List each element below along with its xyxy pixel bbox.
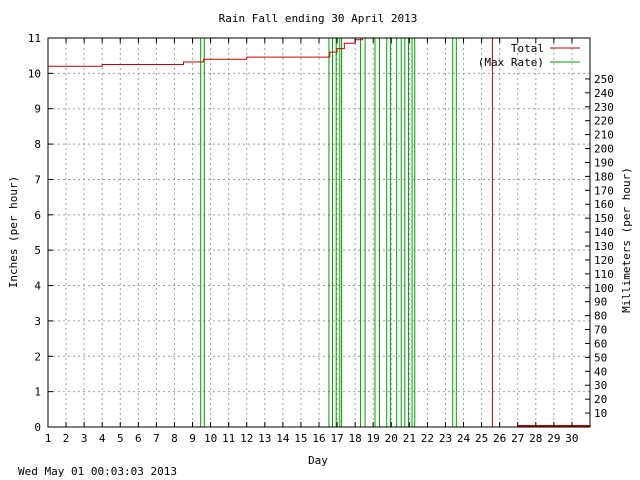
x-tick-label: 23 — [439, 432, 452, 445]
y-tick-label: 1 — [34, 386, 41, 399]
x-tick-label: 1 — [45, 432, 52, 445]
y2-tick-label: 150 — [594, 212, 614, 225]
x-axis-label: Day — [308, 454, 328, 467]
x-tick-label: 12 — [240, 432, 253, 445]
grid — [48, 38, 590, 427]
y2-axis-label: Millimeters (per hour) — [620, 167, 633, 313]
y2-tick-label: 250 — [594, 73, 614, 86]
x-tick-label: 14 — [276, 432, 290, 445]
y2-tick-label: 80 — [594, 310, 607, 323]
y-axis-label: Inches (per hour) — [7, 176, 20, 289]
x-tick-label: 30 — [565, 432, 578, 445]
legend-label-total: Total — [511, 42, 544, 55]
y-tick-label: 9 — [34, 103, 41, 116]
x-tick-label: 3 — [81, 432, 88, 445]
x-tick-label: 9 — [189, 432, 196, 445]
y-tick-label: 11 — [28, 32, 41, 45]
y-tick-label: 8 — [34, 138, 41, 151]
total-line — [48, 37, 590, 428]
plot-background — [48, 38, 590, 427]
series-layer — [48, 37, 590, 428]
x-tick-label: 19 — [367, 432, 380, 445]
legend: Total (Max Rate) — [478, 42, 580, 69]
x-tick-label: 24 — [457, 432, 471, 445]
y-tick-label: 7 — [34, 173, 41, 186]
x-tick-label: 15 — [294, 432, 307, 445]
x-tick-label: 13 — [258, 432, 271, 445]
y2-tick-label: 30 — [594, 379, 607, 392]
x-tick-label: 2 — [63, 432, 70, 445]
x-tick-label: 5 — [117, 432, 124, 445]
y2-tick-label: 20 — [594, 393, 607, 406]
y-tick-label: 0 — [34, 421, 41, 434]
legend-label-max-rate: (Max Rate) — [478, 56, 544, 69]
y2-tick-label: 240 — [594, 87, 614, 100]
y-tick-label: 10 — [28, 67, 41, 80]
y-tick-label: 6 — [34, 209, 41, 222]
x-tick-label: 17 — [330, 432, 343, 445]
x-tick-label: 6 — [135, 432, 142, 445]
y2-tick-label: 70 — [594, 324, 607, 337]
y2-tick-label: 180 — [594, 170, 614, 183]
x-tick-label: 8 — [171, 432, 178, 445]
timestamp-footer: Wed May 01 00:03:03 2013 — [18, 465, 177, 478]
x-tick-label: 18 — [349, 432, 362, 445]
x-tick-label: 20 — [385, 432, 398, 445]
y-tick-label: 4 — [34, 280, 41, 293]
y2-tick-label: 50 — [594, 351, 607, 364]
y2-tick-label: 190 — [594, 156, 614, 169]
y2-tick-label: 60 — [594, 337, 607, 350]
y2-tick-label: 90 — [594, 296, 607, 309]
y2-tick-label: 120 — [594, 254, 614, 267]
y2-tick-label: 200 — [594, 143, 614, 156]
x-tick-label: 16 — [312, 432, 325, 445]
x-tick-label: 26 — [493, 432, 506, 445]
x-tick-label: 29 — [547, 432, 560, 445]
y2-tick-label: 100 — [594, 282, 614, 295]
ticks: 1 2 3 4 5 6 7 8 9 10 11 12 13 14 15 16 17 18 19 20 21 22 23 24 2… — [28, 32, 614, 445]
y-tick-label: 3 — [34, 315, 41, 328]
x-tick-label: 21 — [403, 432, 416, 445]
y2-tick-label: 170 — [594, 184, 614, 197]
x-tick-label: 28 — [529, 432, 542, 445]
x-tick-label: 7 — [153, 432, 160, 445]
x-tick-label: 27 — [511, 432, 524, 445]
y2-tick-label: 140 — [594, 226, 614, 239]
y2-tick-label: 40 — [594, 365, 607, 378]
x-tick-label: 10 — [204, 432, 217, 445]
y2-tick-label: 220 — [594, 115, 614, 128]
y2-tick-label: 110 — [594, 268, 614, 281]
y2-tick-label: 210 — [594, 129, 614, 142]
x-tick-label: 25 — [475, 432, 488, 445]
x-tick-label: 22 — [421, 432, 434, 445]
y2-tick-label: 130 — [594, 240, 614, 253]
chart-title: Rain Fall ending 30 April 2013 — [219, 12, 418, 25]
x-tick-label: 11 — [222, 432, 235, 445]
y2-tick-label: 160 — [594, 198, 614, 211]
y2-tick-label: 10 — [594, 407, 607, 420]
y-tick-label: 5 — [34, 244, 41, 257]
y2-tick-label: 230 — [594, 101, 614, 114]
y-tick-label: 2 — [34, 350, 41, 363]
x-tick-label: 4 — [99, 432, 106, 445]
